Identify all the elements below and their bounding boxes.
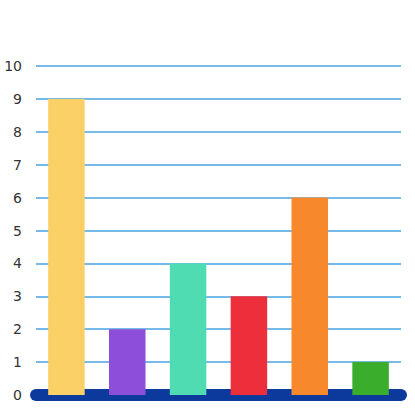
svg-text:0: 0: [13, 387, 22, 403]
svg-text:6: 6: [13, 190, 22, 206]
svg-text:3: 3: [13, 288, 22, 304]
svg-text:10: 10: [4, 58, 22, 74]
svg-text:1: 1: [13, 354, 22, 370]
svg-text:4: 4: [13, 255, 22, 271]
svg-text:5: 5: [13, 223, 22, 239]
svg-text:9: 9: [13, 91, 22, 107]
svg-text:7: 7: [13, 157, 22, 173]
svg-text:8: 8: [13, 124, 22, 140]
svg-text:2: 2: [13, 321, 22, 337]
